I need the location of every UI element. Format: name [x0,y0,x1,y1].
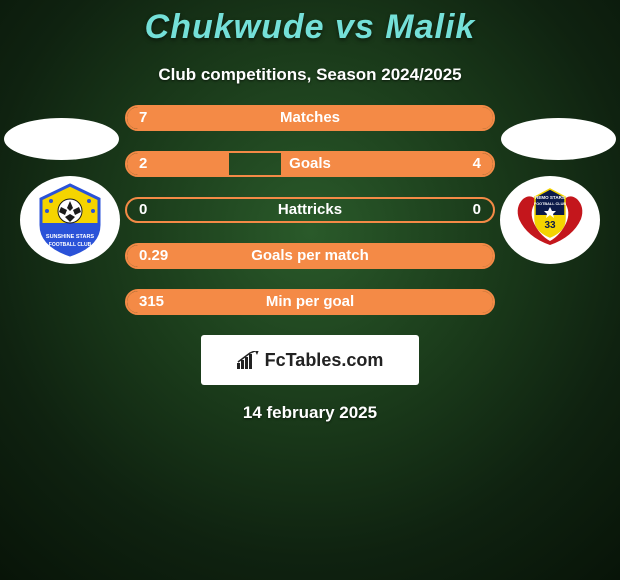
svg-text:SUNSHINE STARS: SUNSHINE STARS [46,234,95,240]
stat-row-matches: 7 Matches [125,105,495,131]
stat-label: Matches [127,107,493,129]
svg-text:REMO STARS: REMO STARS [535,195,565,200]
stat-right-value: 0 [473,199,481,221]
bar-chart-icon [237,351,259,369]
stat-label: Goals [127,153,493,175]
sunshine-stars-badge-icon: SUNSHINE STARS FOOTBALL CLUB [31,181,109,259]
stat-row-min-per-goal: 315 Min per goal [125,289,495,315]
remo-stars-badge-icon: REMO STARS FOOTBALL CLUB 33 [509,179,591,261]
comparison-card: Chukwude vs Malik Club competitions, Sea… [0,0,620,580]
svg-text:FOOTBALL CLUB: FOOTBALL CLUB [49,242,92,248]
stat-label: Min per goal [127,291,493,313]
brand-badge: FcTables.com [201,335,419,385]
svg-text:33: 33 [544,220,556,231]
stat-label: Hattricks [127,199,493,221]
stat-right-value: 4 [473,153,481,175]
subtitle: Club competitions, Season 2024/2025 [0,65,620,85]
club-badge-right: REMO STARS FOOTBALL CLUB 33 [500,176,600,264]
stat-row-goals-per-match: 0.29 Goals per match [125,243,495,269]
stat-row-hattricks: 0 Hattricks 0 [125,197,495,223]
page-title: Chukwude vs Malik [0,0,620,47]
stat-row-goals: 2 Goals 4 [125,151,495,177]
player-avatar-right [501,118,616,160]
date-text: 14 february 2025 [0,403,620,423]
stats-container: 7 Matches 2 Goals 4 0 Hattricks 0 0.29 G… [125,105,495,315]
stat-label: Goals per match [127,245,493,267]
player-avatar-left [4,118,119,160]
svg-text:FOOTBALL CLUB: FOOTBALL CLUB [534,202,566,206]
club-badge-left: SUNSHINE STARS FOOTBALL CLUB [20,176,120,264]
brand-text: FcTables.com [265,350,384,371]
